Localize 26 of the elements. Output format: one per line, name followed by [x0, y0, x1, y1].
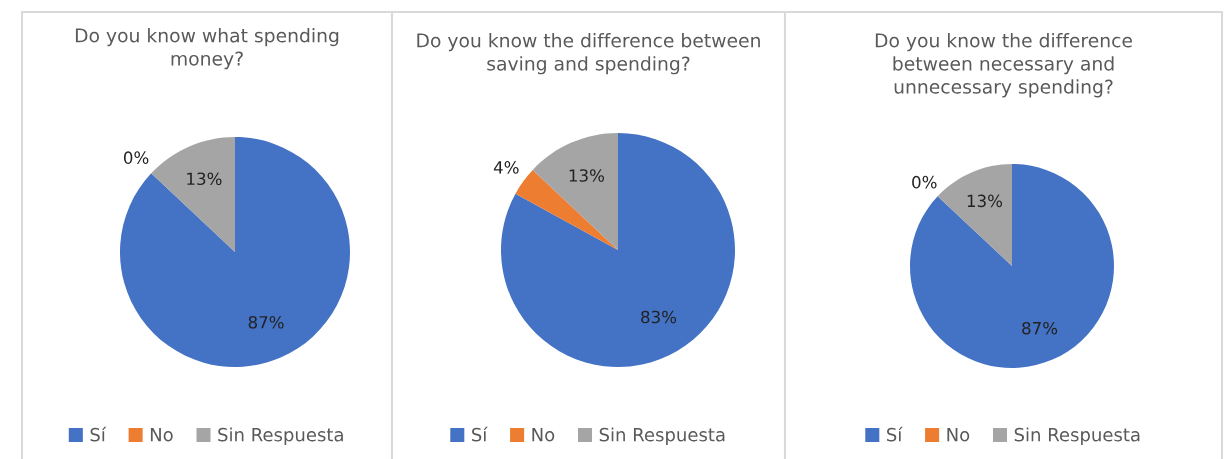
text: 0% — [123, 151, 149, 164]
pie-slice — [151, 137, 235, 252]
data-label: 13% — [569, 169, 605, 182]
chart-title: Do you know the difference between saving and spending? — [417, 33, 760, 75]
pie-slice — [937, 164, 1012, 266]
legend-label: Sin Respuesta — [599, 427, 725, 445]
data-label: 87% — [248, 316, 284, 329]
legend-label: No — [150, 428, 173, 442]
legend-label: No — [947, 428, 970, 442]
data-label: 13% — [967, 194, 1003, 208]
pie-slice — [532, 133, 618, 250]
pie-slice — [910, 164, 1114, 368]
data-label: 83% — [641, 310, 677, 324]
legend-label: No — [532, 428, 555, 442]
chart-title: Do you know the difference between necessary and unnecessary spending? — [875, 33, 1132, 98]
legend-label: Sí — [90, 426, 107, 442]
data-label: 4% — [493, 161, 519, 174]
chart-title: Do you know what spending money? — [75, 28, 339, 70]
legend-label: Sí — [472, 426, 488, 442]
data-label: 87% — [1022, 321, 1058, 335]
text: 0% — [912, 175, 937, 189]
legend-label: Sí — [887, 426, 903, 442]
legend-label: Sin Respuesta — [1014, 427, 1140, 445]
legend-label: Sin Respuesta — [218, 427, 343, 445]
data-label: 13% — [187, 172, 222, 186]
pie-slice — [120, 137, 350, 367]
